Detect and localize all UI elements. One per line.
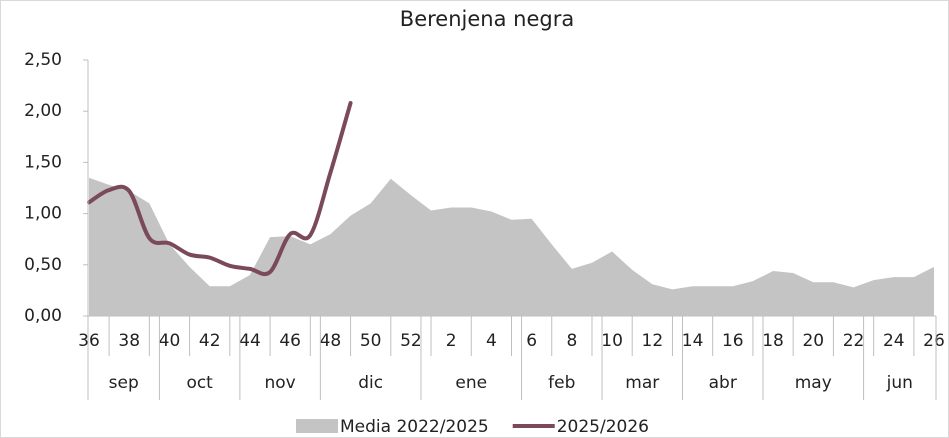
x-tick-label: 14 <box>682 331 704 351</box>
x-tick-label: 2 <box>446 331 457 351</box>
y-tick-label: 2,50 <box>24 50 62 70</box>
y-tick-label: 1,50 <box>24 152 62 172</box>
month-label: nov <box>265 373 296 393</box>
y-tick-label: 0,00 <box>24 306 62 326</box>
legend-label: 2025/2026 <box>557 417 649 437</box>
y-tick-label: 2,00 <box>24 101 62 121</box>
x-tick-label: 18 <box>762 331 784 351</box>
month-label: may <box>795 373 832 393</box>
y-tick-label: 0,50 <box>24 255 62 275</box>
x-tick-label: 4 <box>486 331 497 351</box>
x-tick-label: 20 <box>802 331 824 351</box>
x-tick-label: 44 <box>239 331 261 351</box>
x-tick-label: 46 <box>279 331 301 351</box>
x-tick-label: 42 <box>199 331 221 351</box>
legend-label: Media 2022/2025 <box>340 417 489 437</box>
chart-title: Berenjena negra <box>400 7 574 31</box>
x-tick-label: 48 <box>320 331 342 351</box>
x-tick-label: 22 <box>843 331 865 351</box>
legend-swatch <box>296 419 338 433</box>
x-tick-label: 12 <box>642 331 664 351</box>
month-label: abr <box>709 373 737 393</box>
x-tick-label: 24 <box>883 331 905 351</box>
month-label: sep <box>109 373 139 393</box>
x-tick-label: 52 <box>400 331 422 351</box>
x-tick-label: 36 <box>78 331 100 351</box>
month-label: jun <box>886 373 913 393</box>
x-tick-label: 8 <box>566 331 577 351</box>
month-label: ene <box>455 373 487 393</box>
x-tick-label: 26 <box>923 331 945 351</box>
x-tick-label: 40 <box>159 331 181 351</box>
x-tick-label: 16 <box>722 331 744 351</box>
x-tick-label: 6 <box>526 331 537 351</box>
x-tick-label: 38 <box>118 331 140 351</box>
y-tick-label: 1,00 <box>24 204 62 224</box>
month-label: feb <box>548 373 575 393</box>
area <box>89 177 934 316</box>
month-label: mar <box>625 373 659 393</box>
month-label: oct <box>186 373 213 393</box>
x-tick-label: 10 <box>601 331 623 351</box>
x-tick-label: 50 <box>360 331 382 351</box>
line <box>87 101 353 277</box>
month-label: dic <box>358 373 383 393</box>
